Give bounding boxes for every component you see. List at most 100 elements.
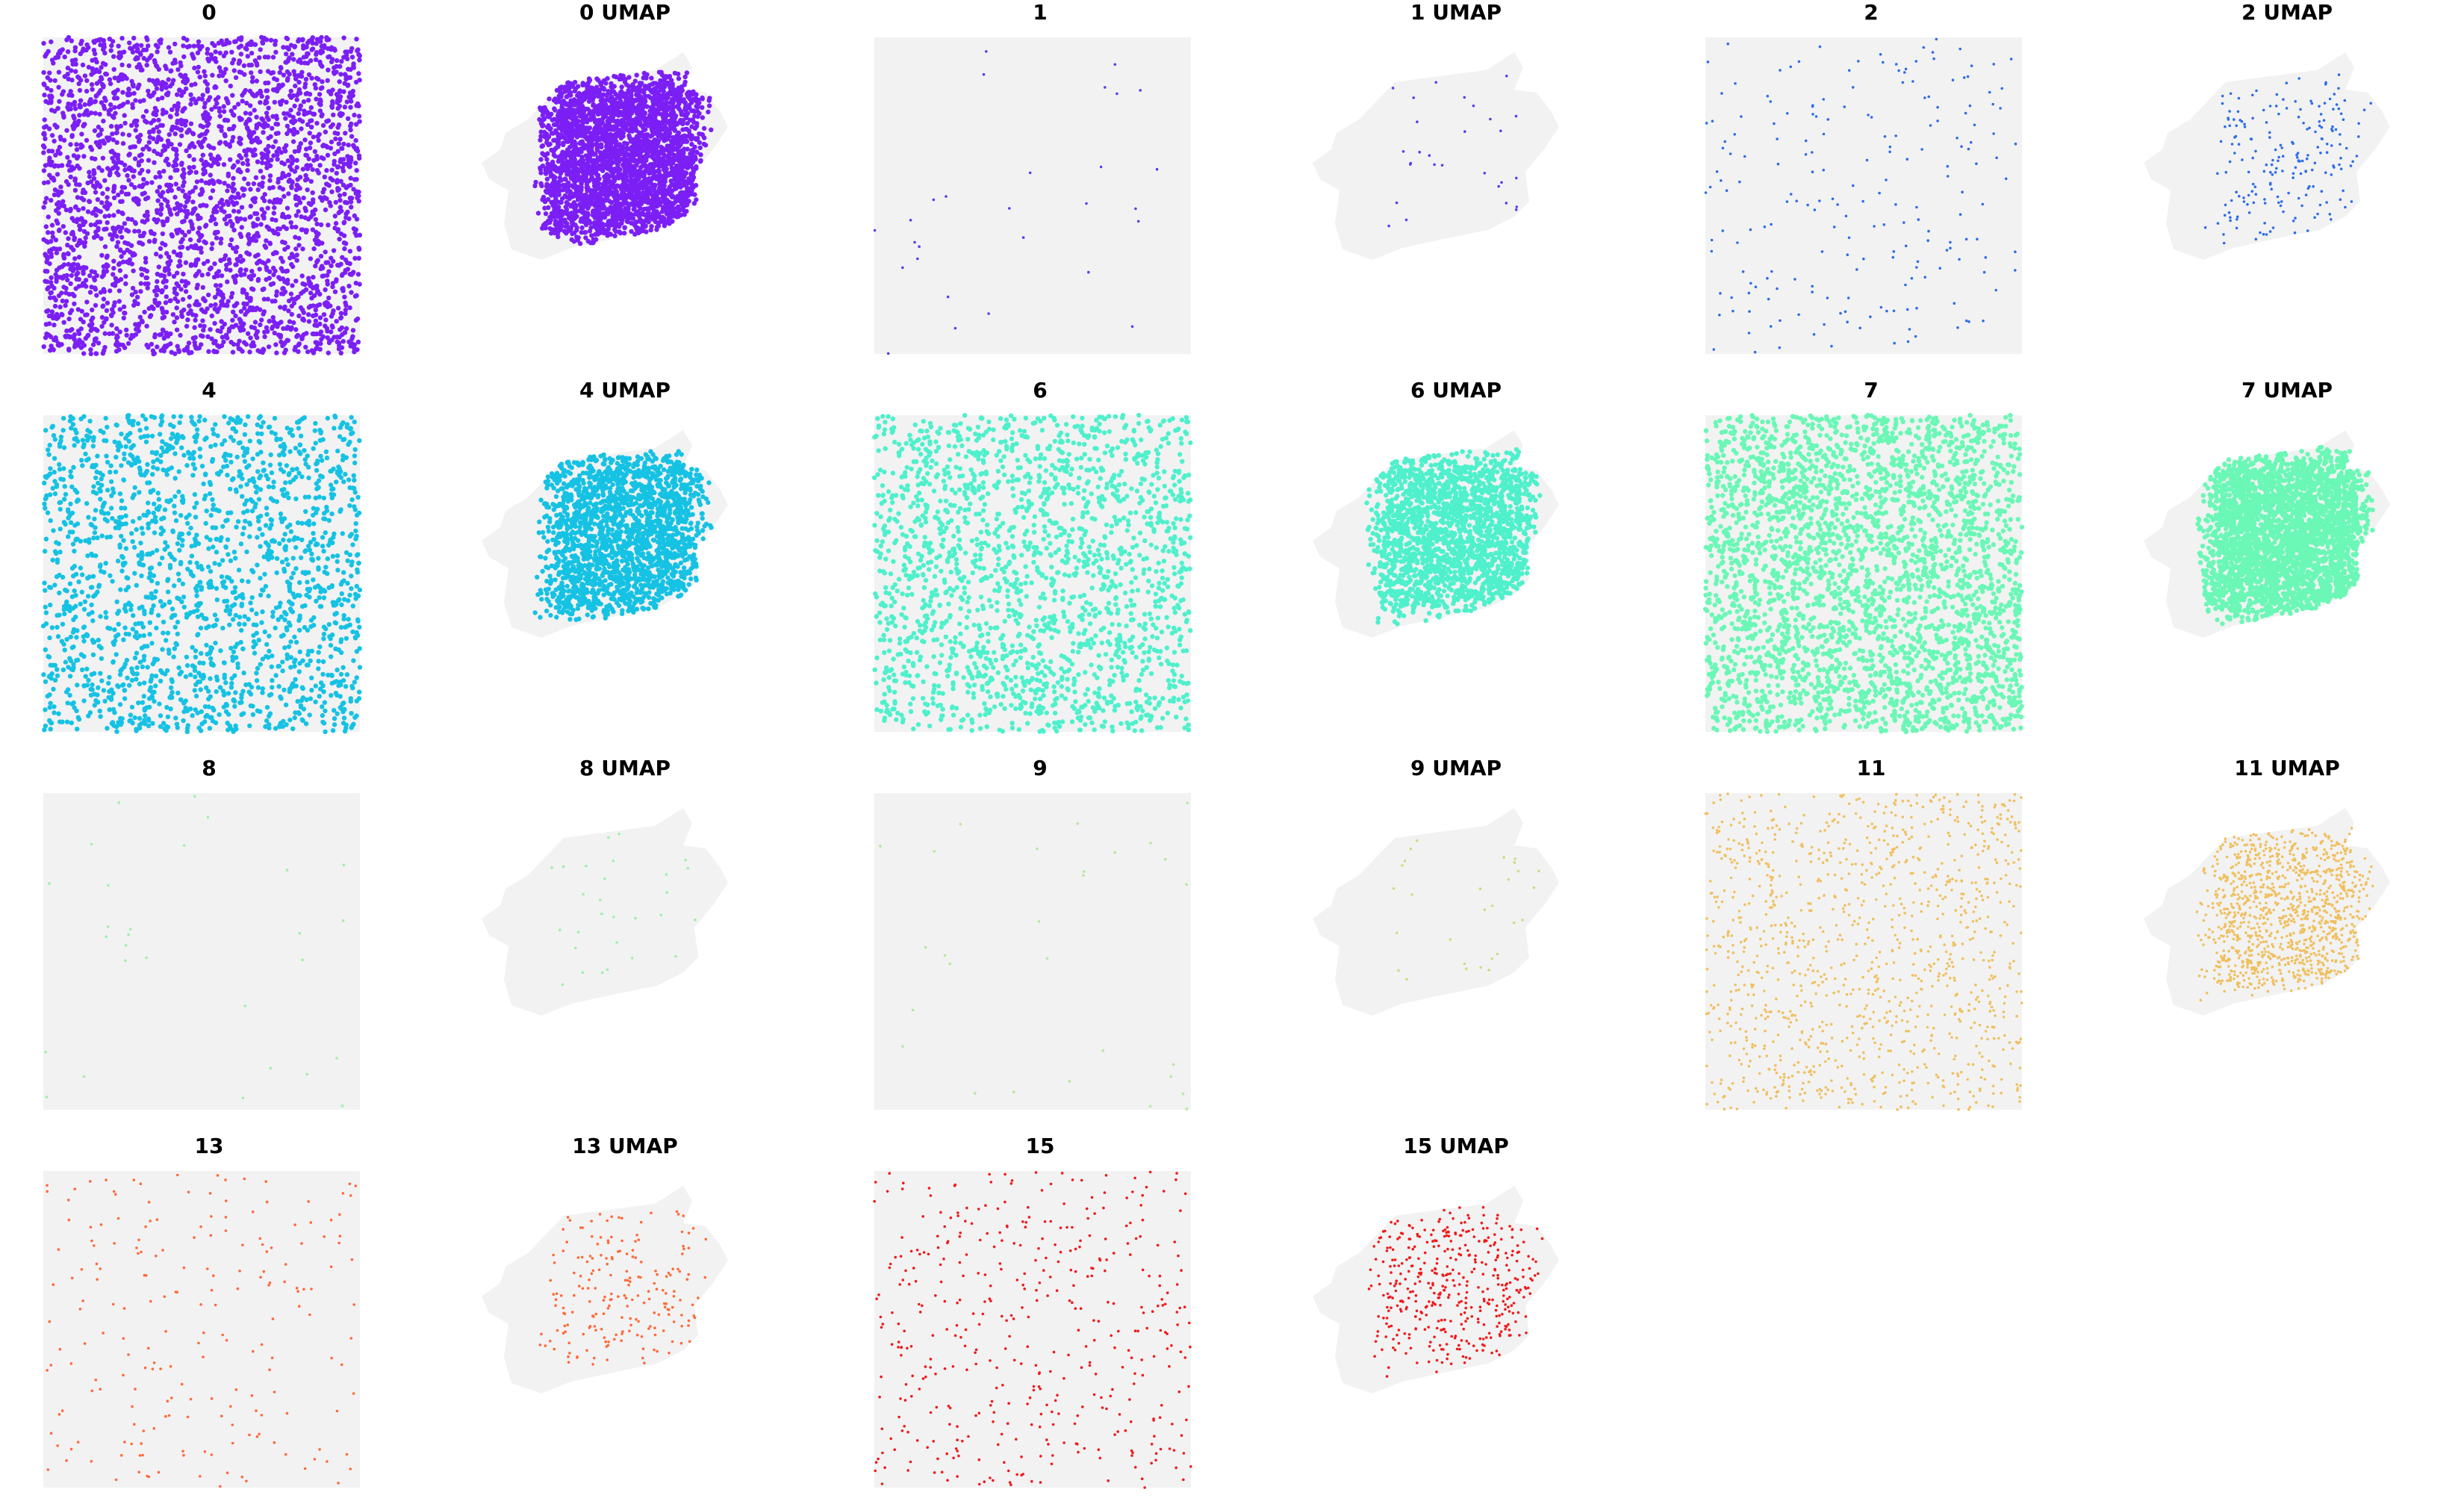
cell-point <box>633 220 638 225</box>
cell-point <box>290 155 295 161</box>
cell-point <box>228 294 234 300</box>
cell-point <box>108 170 113 176</box>
cell-point <box>139 266 144 272</box>
cell-point <box>161 273 167 279</box>
cell-point <box>205 128 210 134</box>
cell-point <box>265 205 270 211</box>
cell-point <box>234 244 240 250</box>
cell-point <box>92 51 98 57</box>
cell-point <box>101 296 107 302</box>
cell-point <box>61 255 67 261</box>
cell-point <box>300 167 306 172</box>
cell-point <box>341 35 346 40</box>
cell-point <box>98 37 104 42</box>
cell-point <box>192 65 197 71</box>
cell-point <box>271 211 276 216</box>
cell-point <box>540 197 545 202</box>
cell-point <box>280 285 285 291</box>
cell-point <box>283 116 288 121</box>
cell-point <box>202 73 208 78</box>
cell-point <box>287 255 293 261</box>
cell-point <box>108 48 113 53</box>
cell-point <box>230 112 236 117</box>
cell-point <box>592 220 597 226</box>
cell-point <box>284 99 289 105</box>
cell-point <box>181 119 187 124</box>
cell-point <box>141 47 146 53</box>
cell-point <box>181 90 187 95</box>
cell-point <box>270 55 276 60</box>
cell-point <box>71 114 76 119</box>
cell-point <box>320 85 325 90</box>
cell-point <box>313 340 318 345</box>
cell-point <box>697 145 703 150</box>
cell-point <box>232 277 237 283</box>
cell-point <box>691 155 697 161</box>
cell-point <box>183 194 188 199</box>
cell-point <box>143 196 149 202</box>
cell-point <box>700 105 705 111</box>
cell-point <box>319 337 324 342</box>
cell-point <box>73 69 78 74</box>
cell-point <box>349 336 355 341</box>
cell-point <box>249 91 255 96</box>
cell-point <box>568 98 573 103</box>
cell-point <box>200 93 205 98</box>
cell-point <box>54 250 60 255</box>
cell-point <box>204 203 209 208</box>
cell-point <box>706 109 711 115</box>
cell-point <box>155 125 160 130</box>
cell-point <box>329 139 335 145</box>
cell-point <box>296 313 302 319</box>
cell-point <box>313 85 319 91</box>
cell-point <box>58 137 63 142</box>
cell-point <box>108 123 114 129</box>
cell-point <box>155 44 161 50</box>
cell-point <box>178 63 184 69</box>
cell-point <box>345 260 350 265</box>
cell-point <box>99 236 104 241</box>
cell-point <box>184 348 190 353</box>
cell-point <box>209 246 214 252</box>
cell-point <box>96 341 102 346</box>
cell-point <box>202 79 208 84</box>
cell-point <box>68 281 73 286</box>
cell-point <box>46 321 52 326</box>
cell-point <box>97 111 102 117</box>
cell-point <box>356 71 361 76</box>
cell-point <box>356 114 362 119</box>
cell-point <box>357 119 362 124</box>
cell-point <box>202 69 207 74</box>
cell-point <box>147 129 152 134</box>
cell-point <box>341 220 347 225</box>
cell-point <box>87 273 93 279</box>
cell-point <box>246 181 251 187</box>
cell-point <box>349 121 354 126</box>
cell-point <box>57 304 63 310</box>
cell-point <box>700 96 705 102</box>
cell-point <box>311 134 316 140</box>
cell-point <box>134 196 140 202</box>
cell-point <box>231 39 237 45</box>
cell-point <box>235 102 241 107</box>
cell-point <box>293 193 299 199</box>
cell-point <box>131 90 137 96</box>
cell-point <box>238 69 244 75</box>
cell-point <box>116 43 121 49</box>
cell-point <box>101 303 106 308</box>
cell-point <box>261 117 266 122</box>
cell-point <box>267 178 273 183</box>
cell-point <box>307 281 312 287</box>
cell-point <box>238 37 243 43</box>
cell-point <box>279 339 284 345</box>
cell-point <box>258 69 263 75</box>
cell-point <box>231 324 236 329</box>
cell-point <box>168 175 173 180</box>
cell-point <box>172 290 178 295</box>
panel-title: 0 <box>0 0 418 27</box>
cell-point <box>224 221 229 226</box>
cell-point <box>214 101 220 106</box>
cell-point <box>225 202 231 208</box>
cell-point <box>140 182 146 187</box>
cell-point <box>338 311 344 316</box>
